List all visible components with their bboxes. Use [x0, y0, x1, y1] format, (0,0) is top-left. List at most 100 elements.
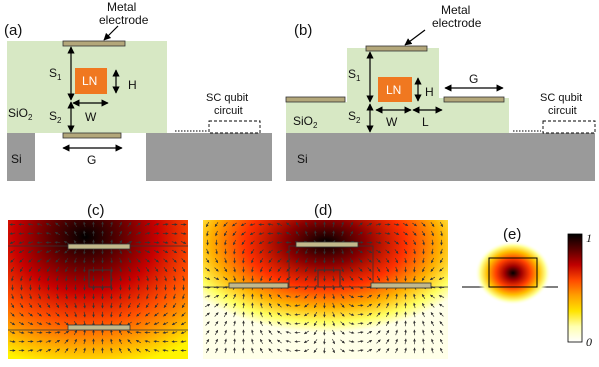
field-arrow: [375, 223, 382, 226]
field-arrow: [422, 347, 425, 354]
field-arrow: [276, 241, 283, 244]
field-arrow: [340, 285, 345, 291]
field-arrow: [268, 249, 273, 254]
field-arrow: [412, 239, 417, 246]
field-arrow: [18, 321, 25, 326]
field-arrow: [395, 329, 398, 336]
field-arrow: [260, 311, 263, 318]
panel-a-ln-label: LN: [82, 74, 97, 88]
field-arrow: [332, 248, 335, 255]
field-arrow: [285, 313, 292, 316]
field-arrow: [429, 276, 436, 281]
field-arrow: [204, 295, 211, 298]
field-arrow: [65, 302, 68, 309]
field-arrow: [251, 338, 254, 345]
field-arrow: [9, 340, 16, 343]
field-arrow: [358, 258, 363, 263]
panel-d-left-electrode: [228, 282, 289, 289]
field-arrow: [439, 267, 444, 272]
panel-c-top-electrode: [67, 243, 131, 250]
field-arrow: [214, 222, 219, 227]
field-arrow: [55, 258, 60, 263]
panel-e: (e): [462, 226, 558, 305]
field-arrow: [10, 267, 15, 273]
field-arrow: [295, 249, 300, 254]
field-arrow: [54, 322, 61, 325]
field-arrow: [376, 294, 381, 299]
colorbar-min-label: 0: [586, 335, 592, 349]
field-arrow: [276, 232, 283, 235]
field-arrow: [128, 302, 131, 309]
field-arrow: [153, 232, 160, 235]
field-arrow: [223, 303, 228, 308]
field-arrow: [127, 312, 132, 317]
field-arrow: [332, 275, 335, 282]
field-arrow: [65, 275, 68, 282]
field-arrow: [155, 275, 158, 282]
field-arrow: [251, 257, 254, 264]
field-arrow: [18, 232, 25, 235]
field-arrow: [135, 231, 142, 236]
field-arrow: [260, 293, 263, 300]
field-arrow: [340, 321, 345, 326]
field-arrow: [404, 329, 407, 336]
field-arrow: [403, 240, 408, 245]
field-arrow: [181, 312, 186, 317]
field-arrow: [341, 266, 344, 273]
field-arrow: [285, 249, 291, 254]
field-arrow: [404, 248, 407, 255]
field-arrow: [260, 329, 263, 336]
field-arrow: [223, 230, 228, 237]
field-arrow: [128, 275, 131, 282]
field-arrow: [341, 221, 344, 228]
field-arrow: [180, 321, 186, 326]
field-arrow: [438, 295, 445, 298]
field-arrow: [422, 329, 425, 336]
field-arrow: [19, 312, 24, 317]
field-arrow: [304, 312, 309, 317]
panel-a-w-label: W: [85, 110, 97, 124]
field-arrow: [286, 222, 291, 227]
field-arrow: [323, 338, 326, 345]
field-arrow: [357, 340, 364, 343]
field-arrow: [36, 223, 43, 226]
field-arrow: [268, 348, 273, 353]
field-arrow: [439, 221, 444, 228]
field-arrow: [118, 329, 123, 335]
field-arrow: [332, 293, 335, 300]
field-arrow: [422, 266, 425, 273]
field-arrow: [413, 293, 416, 300]
field-arrow: [421, 293, 426, 299]
field-arrow: [395, 347, 398, 354]
panel-d: (d): [203, 202, 448, 359]
panel-d-field-map: [203, 220, 448, 359]
field-arrow: [110, 302, 113, 309]
field-arrow: [136, 222, 141, 227]
field-arrow: [402, 223, 409, 226]
field-arrow: [28, 258, 33, 263]
field-arrow: [258, 232, 265, 235]
field-arrow: [153, 331, 160, 334]
field-arrow: [171, 331, 178, 334]
field-arrow: [286, 267, 291, 272]
field-arrow: [83, 221, 86, 228]
field-arrow: [54, 241, 61, 244]
field-arrow: [349, 258, 354, 264]
panel-b-left-electrode: [285, 96, 346, 103]
field-arrow: [242, 347, 245, 354]
panel-d-right-electrode: [370, 282, 432, 289]
field-arrow: [376, 348, 381, 353]
field-arrow: [314, 230, 317, 237]
field-arrow: [376, 249, 382, 254]
field-arrow: [385, 329, 390, 335]
field-arrow: [83, 248, 86, 255]
field-arrow: [384, 240, 391, 245]
field-arrow: [251, 320, 254, 327]
panel-a-qubit-line2: circuit: [214, 105, 243, 117]
field-arrow: [136, 303, 141, 309]
field-arrow: [313, 330, 318, 336]
field-arrow: [367, 294, 373, 299]
field-arrow: [27, 249, 34, 254]
field-arrow: [83, 329, 86, 336]
field-arrow: [439, 321, 444, 326]
